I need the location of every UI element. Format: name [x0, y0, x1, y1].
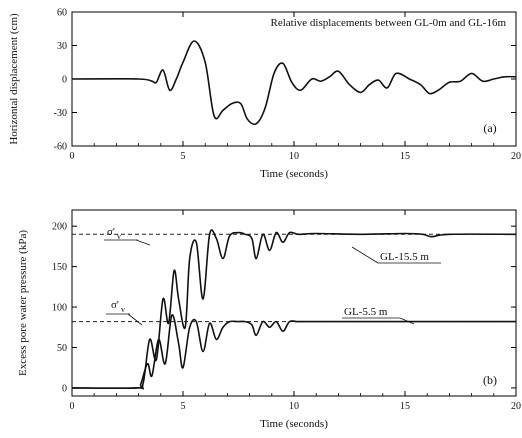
x-tick-label: 20 — [511, 151, 521, 162]
chart-b-sigma-symbol-upper: σ' — [107, 226, 115, 238]
y-tick-label: -30 — [54, 108, 67, 119]
chart-b-series-name-1: GL-5.5 m — [344, 306, 388, 318]
x-tick-label: 15 — [400, 151, 410, 162]
chart-a-x-axis-title: Time (seconds) — [260, 168, 328, 180]
chart-b-series-line-gl-5-5 — [71, 314, 516, 390]
y-tick-label: 200 — [52, 222, 67, 233]
chart-a-y-ticks: 60 30 0 -30 -60 — [54, 8, 516, 153]
chart-b-series-line-gl-15-5 — [71, 229, 517, 390]
chart-b-sigma-arrow-lower — [127, 313, 143, 326]
chart-b-series-leader-0 — [351, 246, 379, 264]
chart-b-series-name-0: GL-15.5 m — [380, 251, 429, 263]
chart-b-frame — [71, 209, 517, 397]
y-tick-label: 30 — [57, 41, 67, 52]
y-tick-label: -60 — [54, 142, 67, 153]
chart-a-panel-label: (a) — [483, 121, 496, 135]
y-tick-label: 150 — [52, 262, 67, 273]
x-tick-label: 5 — [181, 401, 186, 412]
chart-a-x-ticks: 0 5 10 15 20 — [70, 12, 521, 162]
x-tick-label: 10 — [289, 151, 299, 162]
chart-b-sigma-subscript-upper: v — [117, 232, 121, 241]
chart-b-sigma-arrow-upper — [135, 239, 151, 246]
chart-a-annotation: Relative displacements between GL-0m and… — [270, 17, 506, 29]
chart-b-sigma-label-upper: σ' v — [104, 226, 151, 246]
chart-b-x-axis-title: Time (seconds) — [260, 418, 328, 430]
chart-b-series-label-gl-5-5: GL-5.5 m — [342, 306, 415, 325]
y-tick-label: 100 — [52, 303, 67, 314]
chart-a-y-axis-title: Horizontal displacement (cm) — [8, 13, 20, 145]
chart-b: 0 5 10 15 20 200 150 100 50 0 σ' v σ' v GL-15.5 … — [17, 209, 521, 430]
y-tick-label: 0 — [62, 383, 67, 394]
x-tick-label: 0 — [70, 401, 75, 412]
x-tick-label: 15 — [400, 401, 410, 412]
chart-b-x-ticks: 0 5 10 15 20 — [70, 210, 521, 412]
chart-a-series-line — [71, 40, 517, 126]
x-tick-label: 10 — [289, 401, 299, 412]
chart-b-y-axis-title: Excess pore water pressure (kPa) — [17, 230, 29, 376]
chart-b-series-leader-1 — [399, 317, 415, 325]
x-tick-label: 5 — [181, 151, 186, 162]
y-tick-label: 50 — [57, 343, 67, 354]
chart-a: 0 5 10 15 20 60 30 0 -30 -60 Relative displaceme… — [8, 8, 521, 181]
y-tick-label: 60 — [57, 8, 67, 19]
x-tick-label: 20 — [511, 401, 521, 412]
chart-b-series-label-gl-15-5: GL-15.5 m — [351, 246, 441, 264]
chart-b-sigma-subscript-lower: v — [121, 305, 125, 314]
chart-b-panel-label: (b) — [483, 373, 497, 387]
y-tick-label: 0 — [62, 75, 67, 86]
chart-b-sigma-label-lower: σ' v — [106, 299, 143, 326]
x-tick-label: 0 — [70, 151, 75, 162]
chart-b-sigma-symbol-lower: σ' — [111, 299, 119, 311]
